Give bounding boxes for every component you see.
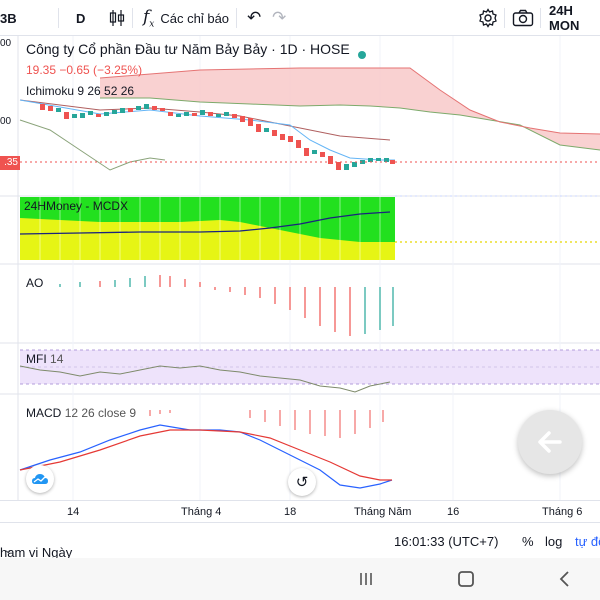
time-axis-tick: Tháng Năm bbox=[354, 506, 412, 518]
legend-ohlc: 19.35 −0.65 (−3.25%) bbox=[26, 63, 143, 77]
time-axis-tick: 16 bbox=[447, 506, 460, 518]
function-icon: fx bbox=[143, 6, 155, 30]
percent-toggle[interactable]: % bbox=[522, 534, 534, 549]
last-price-badge: .35 bbox=[0, 156, 20, 170]
time-axis[interactable]: 14 Tháng 4 18 Tháng Năm 16 Tháng 6 bbox=[0, 500, 600, 522]
macd-histogram bbox=[149, 410, 384, 438]
toolbar-divider bbox=[132, 8, 133, 28]
back-nav-icon[interactable] bbox=[558, 570, 572, 588]
toolbar-divider bbox=[236, 8, 237, 28]
symbol-button[interactable]: 3B bbox=[0, 10, 17, 26]
time-axis-tick: Tháng 6 bbox=[542, 506, 583, 518]
ichimoku-cloud bbox=[100, 68, 600, 150]
system-navigation-bar bbox=[0, 558, 600, 600]
log-toggle[interactable]: log bbox=[545, 534, 563, 549]
chikou-line bbox=[19, 119, 166, 171]
candlestick-icon bbox=[109, 10, 125, 26]
ao-histogram bbox=[59, 275, 394, 336]
signal-line bbox=[19, 429, 392, 481]
tenkan-line bbox=[19, 99, 395, 161]
toolbar-divider bbox=[58, 8, 59, 28]
market-status-dot bbox=[352, 46, 366, 64]
ao-label[interactable]: AO bbox=[26, 276, 44, 290]
top-toolbar: 3B D fx Các chỉ báo ↶ ↷ 24H MON bbox=[0, 0, 600, 36]
cloud-logo-icon[interactable] bbox=[26, 465, 54, 493]
macd-line bbox=[19, 424, 393, 489]
back-fab[interactable] bbox=[518, 410, 582, 474]
interval-button[interactable]: D bbox=[76, 10, 86, 26]
date-range-label: hạm vi Ngày bbox=[0, 545, 73, 560]
legend-ichimoku[interactable]: Ichimoku 9 26 52 26 bbox=[26, 84, 135, 98]
mfi-line bbox=[19, 365, 391, 393]
camera-icon[interactable] bbox=[512, 0, 534, 36]
reload-icon[interactable]: ↺ bbox=[288, 468, 316, 496]
mfi-param: 14 bbox=[50, 352, 64, 366]
mfi-name: MFI bbox=[26, 352, 47, 366]
candles bbox=[40, 104, 395, 170]
senkou-a-line bbox=[100, 97, 600, 151]
kijun-line bbox=[19, 99, 391, 141]
price-axis-label: 00 bbox=[0, 38, 12, 49]
undo-icon[interactable]: ↶ bbox=[247, 8, 262, 27]
mcdx-histogram bbox=[20, 197, 395, 260]
senkou-b-line bbox=[99, 67, 600, 135]
home-icon[interactable] bbox=[457, 570, 475, 588]
toolbar-divider bbox=[504, 8, 505, 28]
bottom-toolbar: hạm vi Ngày ⌄ 16:01:33 (UTC+7) % log tự … bbox=[0, 522, 600, 560]
arrow-left-icon bbox=[538, 431, 562, 453]
macd-name: MACD bbox=[26, 406, 62, 420]
time-zone-button[interactable]: 16:01:33 (UTC+7) bbox=[394, 534, 499, 549]
indicators-label: Các chỉ báo bbox=[160, 10, 230, 26]
toolbar-divider bbox=[540, 8, 541, 28]
gear-icon[interactable] bbox=[478, 0, 498, 36]
macd-param: 12 26 close 9 bbox=[64, 406, 137, 420]
time-axis-tick: Tháng 4 bbox=[181, 506, 222, 518]
price-axis-label: 00 bbox=[0, 116, 12, 127]
indicators-button[interactable]: fx Các chỉ báo bbox=[143, 0, 229, 36]
mcdx-line bbox=[19, 211, 391, 235]
recent-apps-icon[interactable] bbox=[358, 572, 374, 586]
mfi-label[interactable]: MFI 14 bbox=[26, 352, 63, 366]
brand-label[interactable]: 24H MON bbox=[549, 3, 580, 33]
macd-label[interactable]: MACD 12 26 close 9 bbox=[26, 406, 136, 420]
grid bbox=[72, 36, 561, 500]
chart-canvas[interactable] bbox=[0, 36, 600, 522]
time-axis-tick: 18 bbox=[284, 506, 297, 518]
time-axis-tick: 14 bbox=[67, 506, 80, 518]
chevron-down-icon: ⌄ bbox=[4, 545, 13, 556]
mcdx-label[interactable]: 24HMoney - MCDX bbox=[24, 199, 129, 213]
redo-icon[interactable]: ↷ bbox=[272, 8, 287, 27]
chart-type-button[interactable] bbox=[108, 0, 126, 36]
legend-title[interactable]: Công ty Cổ phần Đầu tư Năm Bảy Bảy · 1D … bbox=[26, 41, 350, 57]
auto-scale-toggle[interactable]: tự độ bbox=[575, 534, 600, 549]
chart-area[interactable]: Công ty Cổ phần Đầu tư Năm Bảy Bảy · 1D … bbox=[0, 36, 600, 522]
